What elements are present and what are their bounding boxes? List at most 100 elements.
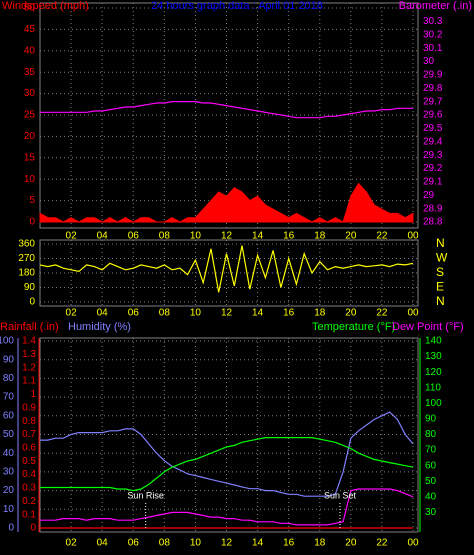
y2-tick-label: 70 xyxy=(425,445,437,456)
y2-tick-label: 29.7 xyxy=(423,96,443,107)
x-tick-label: 16 xyxy=(283,538,295,549)
y2-tick-label: 100 xyxy=(425,398,442,409)
y-tick-label: 70 xyxy=(3,392,15,403)
y3-tick-label: 1 xyxy=(30,389,36,400)
y-tick-label: 90 xyxy=(24,282,36,293)
x-tick-label: 22 xyxy=(376,538,388,549)
y2-tick-label: 90 xyxy=(425,414,437,425)
y2-tick-label: 29.3 xyxy=(423,150,443,161)
y-tick-label: 15 xyxy=(24,152,36,163)
series-label: Windspeed (mph) xyxy=(2,0,89,12)
y2-tick-label: 29.1 xyxy=(423,177,443,188)
y-tick-label: 90 xyxy=(3,354,15,365)
x-tick-label: 02 xyxy=(66,231,78,242)
y-tick-label: 30 xyxy=(24,88,36,99)
x-tick-label: 02 xyxy=(66,308,78,319)
y2-tick-label: 110 xyxy=(425,382,441,393)
x-tick-label: 22 xyxy=(376,308,388,319)
y2-tick-label: 29.6 xyxy=(423,110,443,121)
y2-tick-label: 28.8 xyxy=(423,217,443,228)
x-tick-label: 14 xyxy=(252,538,264,549)
x-tick-label: 06 xyxy=(128,231,140,242)
y-tick-label: 60 xyxy=(3,410,15,421)
x-tick-label: 08 xyxy=(159,231,171,242)
series-label: Humidity (%) xyxy=(68,321,131,333)
y-tick-label: 80 xyxy=(3,373,15,384)
x-tick-label: 00 xyxy=(407,231,419,242)
y-tick-label: 50 xyxy=(3,429,15,440)
y-tick-label: 360 xyxy=(18,239,35,250)
y3-tick-label: 0.1 xyxy=(22,509,36,520)
x-tick-label: 14 xyxy=(252,231,264,242)
x-tick-label: 20 xyxy=(345,308,357,319)
y2-tick-label: 29.2 xyxy=(423,163,443,174)
y2-tick-label: 80 xyxy=(425,429,437,440)
y2-tick-label: 29 xyxy=(423,190,435,201)
y3-tick-label: 0.3 xyxy=(22,483,36,494)
y-tick-label: 0 xyxy=(29,217,35,228)
y3-tick-label: 0.4 xyxy=(22,469,36,480)
y2-tick-label: N xyxy=(436,236,445,250)
y2-tick-label: 30.1 xyxy=(423,43,443,54)
y2-tick-label: N xyxy=(436,294,445,308)
x-tick-label: 04 xyxy=(97,308,109,319)
y3-tick-label: 0.9 xyxy=(22,402,36,413)
y-tick-label: 10 xyxy=(3,504,15,515)
y3-tick-label: 0 xyxy=(30,523,36,534)
y2-tick-label: 29.4 xyxy=(423,136,443,147)
y2-tick-label: 120 xyxy=(425,367,442,378)
series-label: Dew Point (°F) xyxy=(392,321,464,333)
x-tick-label: 00 xyxy=(407,308,419,319)
x-tick-label: 18 xyxy=(314,231,326,242)
x-tick-label: 00 xyxy=(407,538,419,549)
annotation: Sun Set xyxy=(324,490,357,500)
x-tick-label: 20 xyxy=(345,538,357,549)
x-tick-label: 12 xyxy=(221,538,233,549)
x-tick-label: 04 xyxy=(97,231,109,242)
line xyxy=(40,101,413,119)
y2-tick-label: 30 xyxy=(425,507,437,518)
y3-tick-label: 1.3 xyxy=(22,349,36,360)
x-tick-label: 06 xyxy=(128,538,140,549)
x-tick-label: 20 xyxy=(345,231,357,242)
y2-tick-label: 50 xyxy=(425,476,437,487)
x-tick-label: 12 xyxy=(221,231,233,242)
x-tick-label: 10 xyxy=(190,308,202,319)
y-tick-label: 180 xyxy=(18,268,35,279)
line xyxy=(39,245,414,293)
y2-tick-label: 130 xyxy=(425,351,442,362)
area xyxy=(39,182,414,223)
series-label: Barometer (.in) xyxy=(399,0,472,12)
y3-tick-label: 0.8 xyxy=(22,416,36,427)
y3-tick-label: 0.6 xyxy=(22,442,36,453)
x-tick-label: 16 xyxy=(283,308,295,319)
y-tick-label: 35 xyxy=(24,67,36,78)
x-tick-label: 06 xyxy=(128,308,140,319)
y3-tick-label: 0.2 xyxy=(22,496,36,507)
y2-tick-label: 30.2 xyxy=(423,29,443,40)
line xyxy=(40,411,414,497)
annotation: Sun Rise xyxy=(127,490,164,500)
y2-tick-label: 29.8 xyxy=(423,83,443,94)
y2-tick-label: E xyxy=(436,280,444,294)
y2-tick-label: 140 xyxy=(425,336,442,347)
y2-tick-label: 30 xyxy=(423,56,435,67)
x-tick-label: 18 xyxy=(314,308,326,319)
x-tick-label: 16 xyxy=(283,231,295,242)
x-tick-label: 02 xyxy=(66,538,78,549)
y2-tick-label: W xyxy=(436,251,448,265)
x-tick-label: 08 xyxy=(159,538,171,549)
chart-title: 24 hours graph data : April 01 2018 xyxy=(151,0,323,12)
y3-tick-label: 1.2 xyxy=(22,362,36,373)
y-tick-label: 270 xyxy=(18,253,35,264)
y-tick-label: 50 xyxy=(24,3,36,14)
line xyxy=(40,488,414,526)
y-tick-label: 40 xyxy=(3,448,15,459)
y-tick-label: 25 xyxy=(24,110,36,121)
y3-tick-label: 1.4 xyxy=(22,336,36,347)
x-tick-label: 08 xyxy=(159,308,171,319)
x-tick-label: 04 xyxy=(97,538,109,549)
series-label: Rainfall (.in) xyxy=(0,321,59,333)
y2-tick-label: 40 xyxy=(425,491,437,502)
